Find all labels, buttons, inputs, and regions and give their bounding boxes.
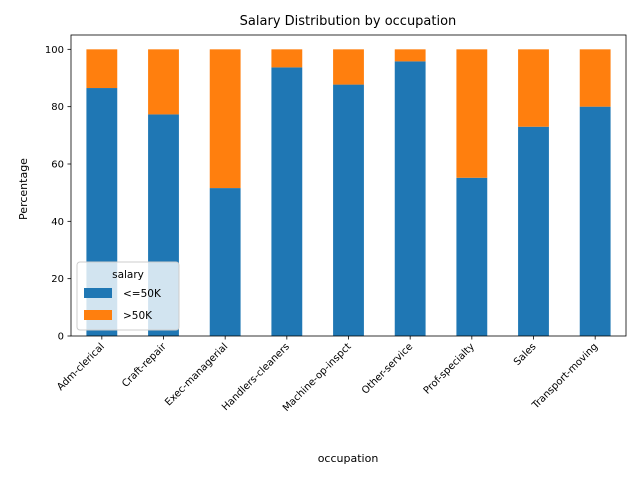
bar-craft-repair-gt-50k	[148, 49, 179, 115]
y-tick-label: 20	[51, 274, 64, 285]
y-tick-label: 80	[51, 102, 64, 113]
legend-swatch-gt-50k	[84, 310, 112, 320]
bar-exec-managerial-gt-50k	[209, 49, 241, 189]
bar-machine-op-inspct-gt-50k	[333, 49, 364, 85]
bar-handlers-cleaners-gt-50k	[271, 49, 303, 68]
legend-title: salary	[112, 269, 144, 281]
x-tick-label-prof-specialty: Prof-specialty	[422, 341, 477, 396]
legend-label-le-50k: <=50K	[123, 288, 162, 300]
x-tick-label-machine-op-inspct: Machine-op-inspct	[281, 341, 354, 414]
y-tick-label: 40	[51, 217, 64, 228]
bar-other-service-gt-50k	[394, 49, 426, 62]
y-tick-label: 100	[45, 45, 64, 56]
chart-title: Salary Distribution by occupation	[240, 14, 457, 29]
x-tick-label-exec-managerial: Exec-managerial	[163, 341, 230, 408]
x-axis-ticks: Adm-clerical Craft-repairExec-managerialH…	[55, 336, 600, 414]
bar-transport-moving-gt-50k	[579, 49, 611, 107]
legend-label-gt-50k: >50K	[123, 310, 153, 322]
bar-machine-op-inspct-le-50k	[333, 84, 364, 337]
x-tick-label-other-service: Other-service	[360, 341, 415, 396]
bar-prof-specialty-gt-50k	[456, 49, 488, 178]
bar-sales-le-50k	[518, 126, 549, 336]
y-tick-label: 60	[51, 160, 64, 171]
legend-swatch-le-50k	[84, 288, 112, 298]
y-axis-ticks: 0 20 40 60 80 100	[45, 45, 71, 343]
bar-adm-clerical-gt-50k	[86, 49, 118, 89]
bar-other-service-le-50k	[394, 61, 426, 337]
x-tick-label-craft-repair: Craft-repair	[120, 341, 169, 390]
y-tick-label: 0	[58, 332, 64, 343]
bar-prof-specialty-le-50k	[456, 177, 488, 336]
x-axis-label: occupation	[318, 452, 379, 465]
bar-exec-managerial-le-50k	[209, 188, 241, 336]
bar-transport-moving-le-50k	[579, 106, 611, 337]
bar-sales-gt-50k	[518, 49, 549, 127]
x-tick-label-adm-clerical: Adm-clerical	[55, 341, 107, 393]
bar-handlers-cleaners-le-50k	[271, 67, 303, 336]
legend: salary <=50K >50K	[76, 261, 180, 331]
axes-frame	[70, 34, 627, 337]
x-tick-label-handlers-cleaners: Handlers-cleaners	[220, 341, 292, 413]
plot-frame	[70, 34, 627, 337]
y-axis-label: Percentage	[17, 158, 30, 220]
x-tick-label-sales: Sales	[512, 341, 539, 368]
bars-group	[86, 49, 611, 337]
x-tick-label-transport-moving: Transport-moving	[530, 341, 601, 412]
